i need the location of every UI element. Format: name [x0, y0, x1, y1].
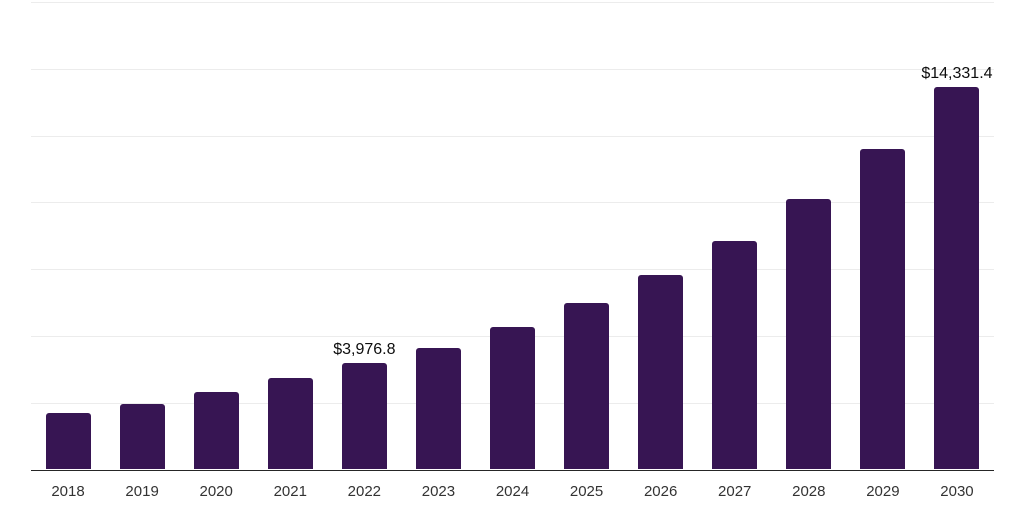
x-tick-2023: 2023 — [421, 483, 456, 500]
x-tick-2028: 2028 — [792, 483, 826, 500]
bar-2023 — [415, 347, 461, 470]
gridline — [31, 202, 994, 203]
x-axis-line — [31, 469, 994, 471]
x-tick-2022: 2022 — [347, 483, 382, 500]
x-tick-2024: 2024 — [495, 483, 530, 500]
bar-2030 — [934, 86, 980, 470]
bar-2029 — [860, 148, 906, 470]
bar-2024 — [490, 326, 535, 470]
x-tick-2019: 2019 — [125, 483, 159, 500]
bar-value-label-2030: $14,331.4 — [921, 64, 993, 82]
x-tick-2021: 2021 — [273, 483, 307, 500]
gridline — [31, 269, 994, 270]
bar-2019 — [119, 403, 165, 470]
bar-2028 — [786, 199, 832, 470]
bar-2020 — [193, 392, 239, 470]
bar-value-label-2022: $3,976.8 — [333, 341, 396, 359]
bar-2021 — [267, 378, 313, 470]
gridline — [31, 2, 994, 3]
x-tick-2025: 2025 — [569, 483, 604, 500]
x-tick-2026: 2026 — [643, 483, 678, 500]
bar-2018 — [45, 412, 91, 470]
x-tick-2029: 2029 — [866, 483, 900, 500]
bar-2026 — [638, 275, 684, 470]
gridline — [31, 136, 994, 137]
bar-2022 — [341, 363, 387, 470]
bar-2025 — [564, 303, 610, 470]
x-tick-2018: 2018 — [51, 483, 85, 500]
x-tick-2030: 2030 — [940, 483, 974, 500]
x-tick-2027: 2027 — [718, 483, 752, 500]
bar-2027 — [712, 241, 758, 470]
gridline — [31, 69, 994, 70]
x-tick-2020: 2020 — [199, 483, 233, 500]
